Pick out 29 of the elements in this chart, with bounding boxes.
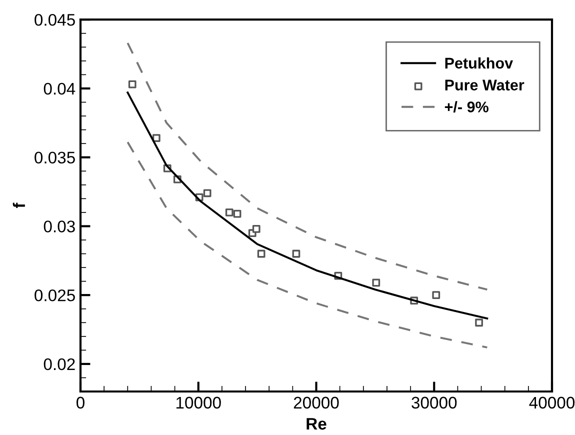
x-tick-label: 0	[76, 396, 84, 409]
point	[252, 225, 260, 233]
y-tick-label: 0.04	[44, 82, 76, 95]
line-series	[126, 141, 488, 348]
point	[292, 250, 300, 258]
y-axis-title: f	[12, 202, 25, 208]
y-tick-label: 0.03	[44, 220, 75, 232]
y-tick-label: 0.025	[34, 289, 75, 302]
x-axis-title: Re	[306, 418, 326, 430]
line-series	[126, 92, 488, 320]
x-tick-label: 20000	[294, 396, 339, 409]
y-tick-label: 0.02	[44, 358, 75, 370]
point	[225, 208, 234, 216]
x-tick-label: 10000	[176, 396, 221, 409]
point	[372, 278, 380, 287]
point	[152, 134, 160, 142]
point	[432, 291, 440, 300]
y-tick-label: 0.045	[34, 14, 75, 26]
point	[203, 189, 212, 198]
x-tick-label: 40000	[529, 396, 575, 409]
point	[475, 318, 483, 327]
legend-label: +/- 9%	[444, 101, 488, 113]
x-tick-label: 30000	[412, 396, 457, 409]
point	[257, 250, 266, 258]
point	[233, 210, 242, 218]
legend-label: Pure Water	[445, 80, 524, 90]
point	[128, 80, 136, 88]
legend-label: Petukhov	[445, 57, 513, 69]
y-tick-label: 0.035	[34, 152, 75, 164]
